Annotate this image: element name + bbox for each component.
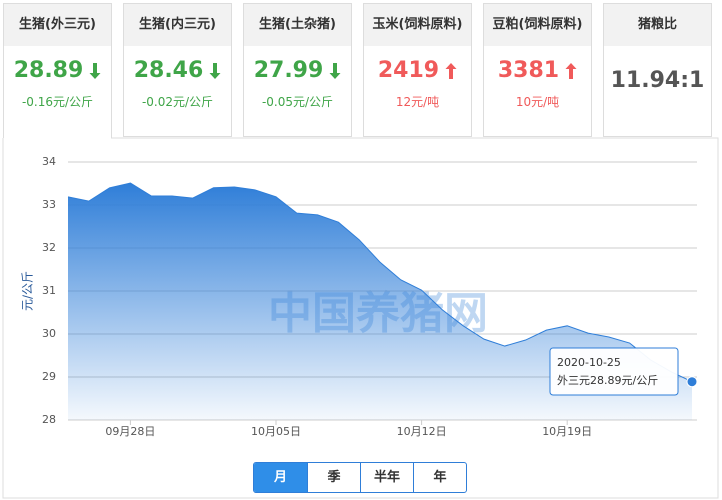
x-tick-label: 10月05日 xyxy=(251,425,301,438)
card-price-row: 3381 xyxy=(484,58,591,83)
price-card: 生猪(外三元) 28.89 -0.16元/公斤 xyxy=(3,3,112,139)
card-change: -0.16元/公斤 xyxy=(4,93,111,110)
card-change-value: -0.05元/公斤 xyxy=(261,95,334,109)
card-price: 28.89 xyxy=(13,58,84,83)
card-title: 生猪(内三元) xyxy=(124,4,231,46)
card-price: 2419 xyxy=(377,58,440,83)
card-change-value: -0.16元/公斤 xyxy=(21,95,94,109)
x-tick-label: 09月28日 xyxy=(105,425,155,438)
card-price-row: 2419 xyxy=(364,58,471,83)
range-button[interactable]: 半年 xyxy=(360,463,413,492)
trend-arrow xyxy=(565,62,577,79)
card-title: 玉米(饲料原料) xyxy=(364,4,471,46)
range-buttons: 月季半年年 xyxy=(253,462,467,493)
card-change: 10元/吨 xyxy=(484,93,591,110)
y-tick-label: 30 xyxy=(42,327,56,340)
last-point xyxy=(686,376,698,388)
range-button[interactable]: 季 xyxy=(307,463,360,492)
card-price: 11.94:1 xyxy=(610,68,705,93)
y-axis-label: 元/公斤 xyxy=(21,271,35,311)
price-card: 生猪(土杂猪) 27.99 -0.05元/公斤 xyxy=(243,3,352,137)
y-tick-label: 31 xyxy=(42,284,56,297)
card-price-row: 27.99 xyxy=(244,58,351,83)
card-change-value: 12元/吨 xyxy=(395,95,440,109)
tooltip-box xyxy=(549,347,679,396)
card-price: 3381 xyxy=(497,58,560,83)
tooltip: 2020-10-25 外三元28.89元/公斤 xyxy=(549,347,679,396)
y-tick-label: 33 xyxy=(42,198,56,211)
card-title: 豆粕(饲料原料) xyxy=(484,4,591,46)
card-title: 生猪(外三元) xyxy=(4,4,111,46)
card-price: 27.99 xyxy=(253,58,324,83)
trend-arrow xyxy=(329,62,341,79)
y-tick-label: 28 xyxy=(42,413,56,426)
card-change: 12元/吨 xyxy=(364,93,471,110)
x-tick-label: 10月12日 xyxy=(397,425,447,438)
price-card: 玉米(饲料原料) 2419 12元/吨 xyxy=(363,3,472,137)
price-card: 生猪(内三元) 28.46 -0.02元/公斤 xyxy=(123,3,232,137)
tooltip-date: 2020-10-25 xyxy=(557,356,621,369)
card-price-row: 28.89 xyxy=(4,58,111,83)
x-tick-label: 10月19日 xyxy=(542,425,592,438)
price-card: 猪粮比 11.94:1 xyxy=(603,3,712,137)
line xyxy=(67,182,693,383)
range-button[interactable]: 年 xyxy=(413,463,466,492)
card-change-value: -0.02元/公斤 xyxy=(141,95,214,109)
card-change: -0.02元/公斤 xyxy=(124,93,231,110)
card-price-row: 28.46 xyxy=(124,58,231,83)
trend-arrow xyxy=(445,62,457,79)
y-tick-label: 32 xyxy=(42,241,56,254)
area xyxy=(68,183,692,420)
card-title: 猪粮比 xyxy=(604,4,711,46)
trend-arrow xyxy=(209,62,221,79)
price-card: 豆粕(饲料原料) 3381 10元/吨 xyxy=(483,3,592,137)
y-tick-label: 29 xyxy=(42,370,56,383)
card-change-value: 10元/吨 xyxy=(515,95,560,109)
card-price: 28.46 xyxy=(133,58,204,83)
range-button[interactable]: 月 xyxy=(254,463,307,492)
y-tick-label: 34 xyxy=(42,155,56,168)
card-title: 生猪(土杂猪) xyxy=(244,4,351,46)
card-price-row: 11.94:1 xyxy=(604,68,711,93)
tooltip-label: 外三元28.89元/公斤 xyxy=(557,374,658,387)
trend-arrow xyxy=(89,62,101,79)
card-change: -0.05元/公斤 xyxy=(244,93,351,110)
